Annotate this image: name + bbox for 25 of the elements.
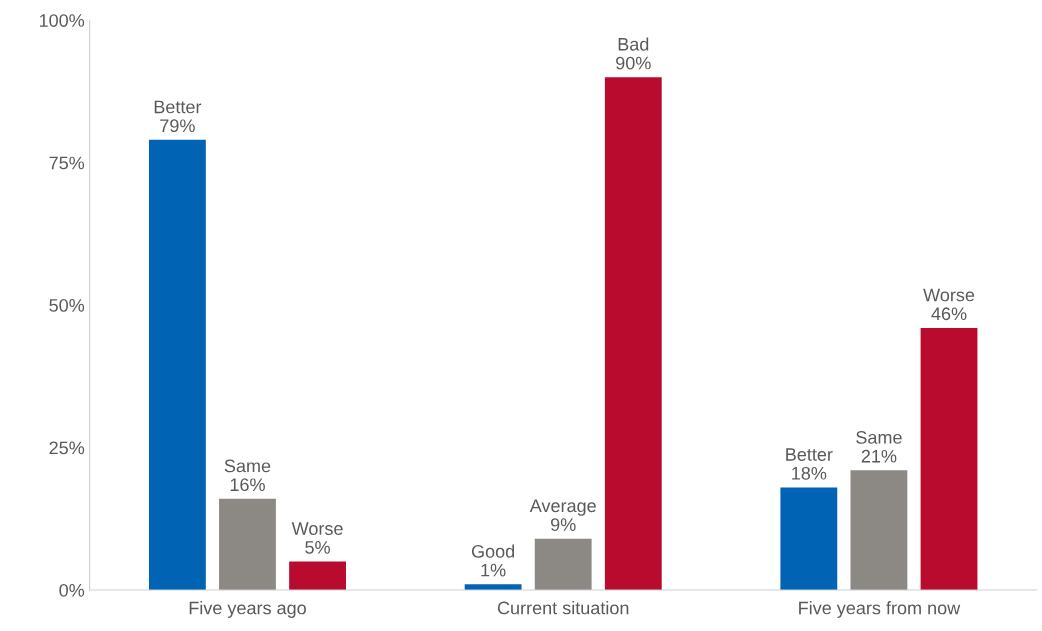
- data-label: Worse 5%: [291, 522, 343, 554]
- bar: [780, 487, 838, 590]
- x-tick-label: Current situation: [497, 601, 629, 615]
- x-tick-label: Five years ago: [189, 601, 306, 618]
- bar: [534, 538, 592, 590]
- data-label: Better 18%: [786, 448, 833, 480]
- data-label: Good 1%: [471, 544, 515, 577]
- y-tick-label: 75%: [49, 156, 85, 170]
- data-label: Bad 90%: [616, 37, 651, 70]
- bar: [148, 139, 206, 590]
- bar: [289, 561, 346, 590]
- y-tick-label: 100%: [39, 14, 85, 27]
- data-label: Better 79%: [154, 100, 202, 133]
- bar: [604, 77, 662, 590]
- data-label: Same 21%: [856, 431, 902, 463]
- data-label: Average 9%: [529, 499, 596, 531]
- y-tick-label: 0%: [59, 583, 85, 597]
- y-tick-label: 25%: [49, 441, 85, 455]
- bar: [850, 470, 908, 590]
- bar: [920, 327, 978, 590]
- data-label: Worse 46%: [923, 288, 975, 321]
- x-tick-label: Five years from now: [799, 601, 961, 618]
- bar: [219, 498, 276, 590]
- y-tick-label: 50%: [49, 299, 85, 312]
- data-label: Same 16%: [224, 459, 271, 492]
